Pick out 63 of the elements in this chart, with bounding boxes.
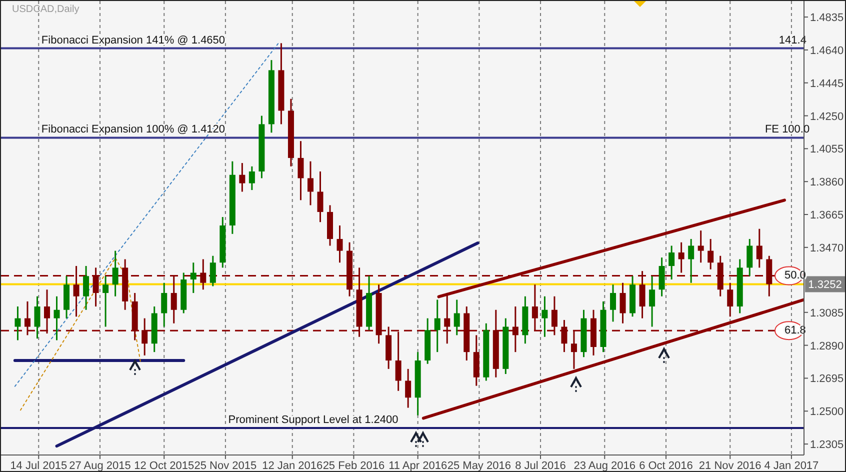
x-tick-label: 25 Feb 2016 <box>322 460 385 472</box>
candlestick <box>34 296 40 340</box>
y-tick-label: 1.3665 <box>810 210 844 222</box>
y-tick-label: 1.4250 <box>810 110 844 123</box>
candlestick <box>102 275 109 328</box>
candlestick <box>668 244 675 280</box>
candlestick <box>610 284 616 322</box>
x-tick-label: 11 Apr 2016 <box>388 460 448 472</box>
candlestick <box>190 262 196 294</box>
x-tick-label: 4 Jan 2017 <box>764 460 819 472</box>
candlestick <box>688 238 694 284</box>
x-tick-label: 6 Oct 2016 <box>639 460 693 472</box>
candlestick <box>83 265 90 311</box>
candlestick <box>708 238 714 270</box>
y-tick-label: 1.3860 <box>810 176 844 189</box>
x-tick-label: 27 Aug 2015 <box>69 460 131 472</box>
candlestick <box>620 282 626 324</box>
y-tick-label: 1.3085 <box>810 307 844 320</box>
y-tick-label: 1.4445 <box>810 78 844 90</box>
x-tick-label: 12 Jan 2016 <box>262 460 323 472</box>
x-tick-label: 25 May 2016 <box>447 460 511 472</box>
candlestick <box>658 256 665 298</box>
candlestick <box>746 238 753 277</box>
y-tick-label: 1.2305 <box>810 439 844 452</box>
x-tick-label: 12 Oct 2015 <box>134 460 194 472</box>
candlestick <box>698 230 704 264</box>
candlestick <box>112 250 118 298</box>
y-tick-label: 1.2500 <box>810 406 844 418</box>
y-tick-label: 1.4055 <box>810 144 844 156</box>
candlestick <box>210 255 216 287</box>
y-tick-label: 1.4640 <box>810 44 844 57</box>
x-tick-label: 25 Nov 2015 <box>194 460 257 472</box>
candlestick <box>434 298 440 353</box>
candlestick <box>317 170 324 223</box>
candlestick <box>678 242 684 274</box>
chart-title: USDCAD,Daily <box>12 4 80 15</box>
candlestick <box>405 368 412 408</box>
candlestick <box>307 160 314 206</box>
candlestick <box>336 224 343 264</box>
annotation: Fibonacci Expansion 141% @ 1.4650 <box>41 34 226 46</box>
candlestick <box>298 140 304 201</box>
x-tick-label: 14 Jul 2015 <box>10 460 68 472</box>
x-tick-label: 21 Nov 2016 <box>698 460 762 472</box>
candlestick <box>54 296 60 341</box>
y-tick-label: 1.3470 <box>810 242 844 254</box>
candlestick <box>454 298 460 336</box>
y-tick-label: 1.2695 <box>810 373 844 386</box>
candlestick <box>542 296 548 338</box>
candlestick <box>727 282 734 318</box>
y-tick-label: 1.2890 <box>810 340 844 352</box>
candlestick <box>649 275 656 328</box>
ref-line-label: 1.3252 <box>808 279 842 292</box>
candlestick <box>248 166 255 191</box>
candlestick <box>756 228 762 268</box>
annotation: Fibonacci Expansion 100% @ 1.4120 <box>41 124 226 136</box>
x-tick-label: 8 Jul 2016 <box>515 460 566 472</box>
annotation: Prominent Support Level at 1.2400 <box>228 414 398 426</box>
candlestick <box>161 282 168 328</box>
x-tick-label: 23 Aug 2016 <box>574 460 636 472</box>
line-series <box>20 257 141 411</box>
candlestick <box>239 162 246 192</box>
y-tick-label: 1.4835 <box>810 12 844 24</box>
candlestick <box>14 306 21 341</box>
